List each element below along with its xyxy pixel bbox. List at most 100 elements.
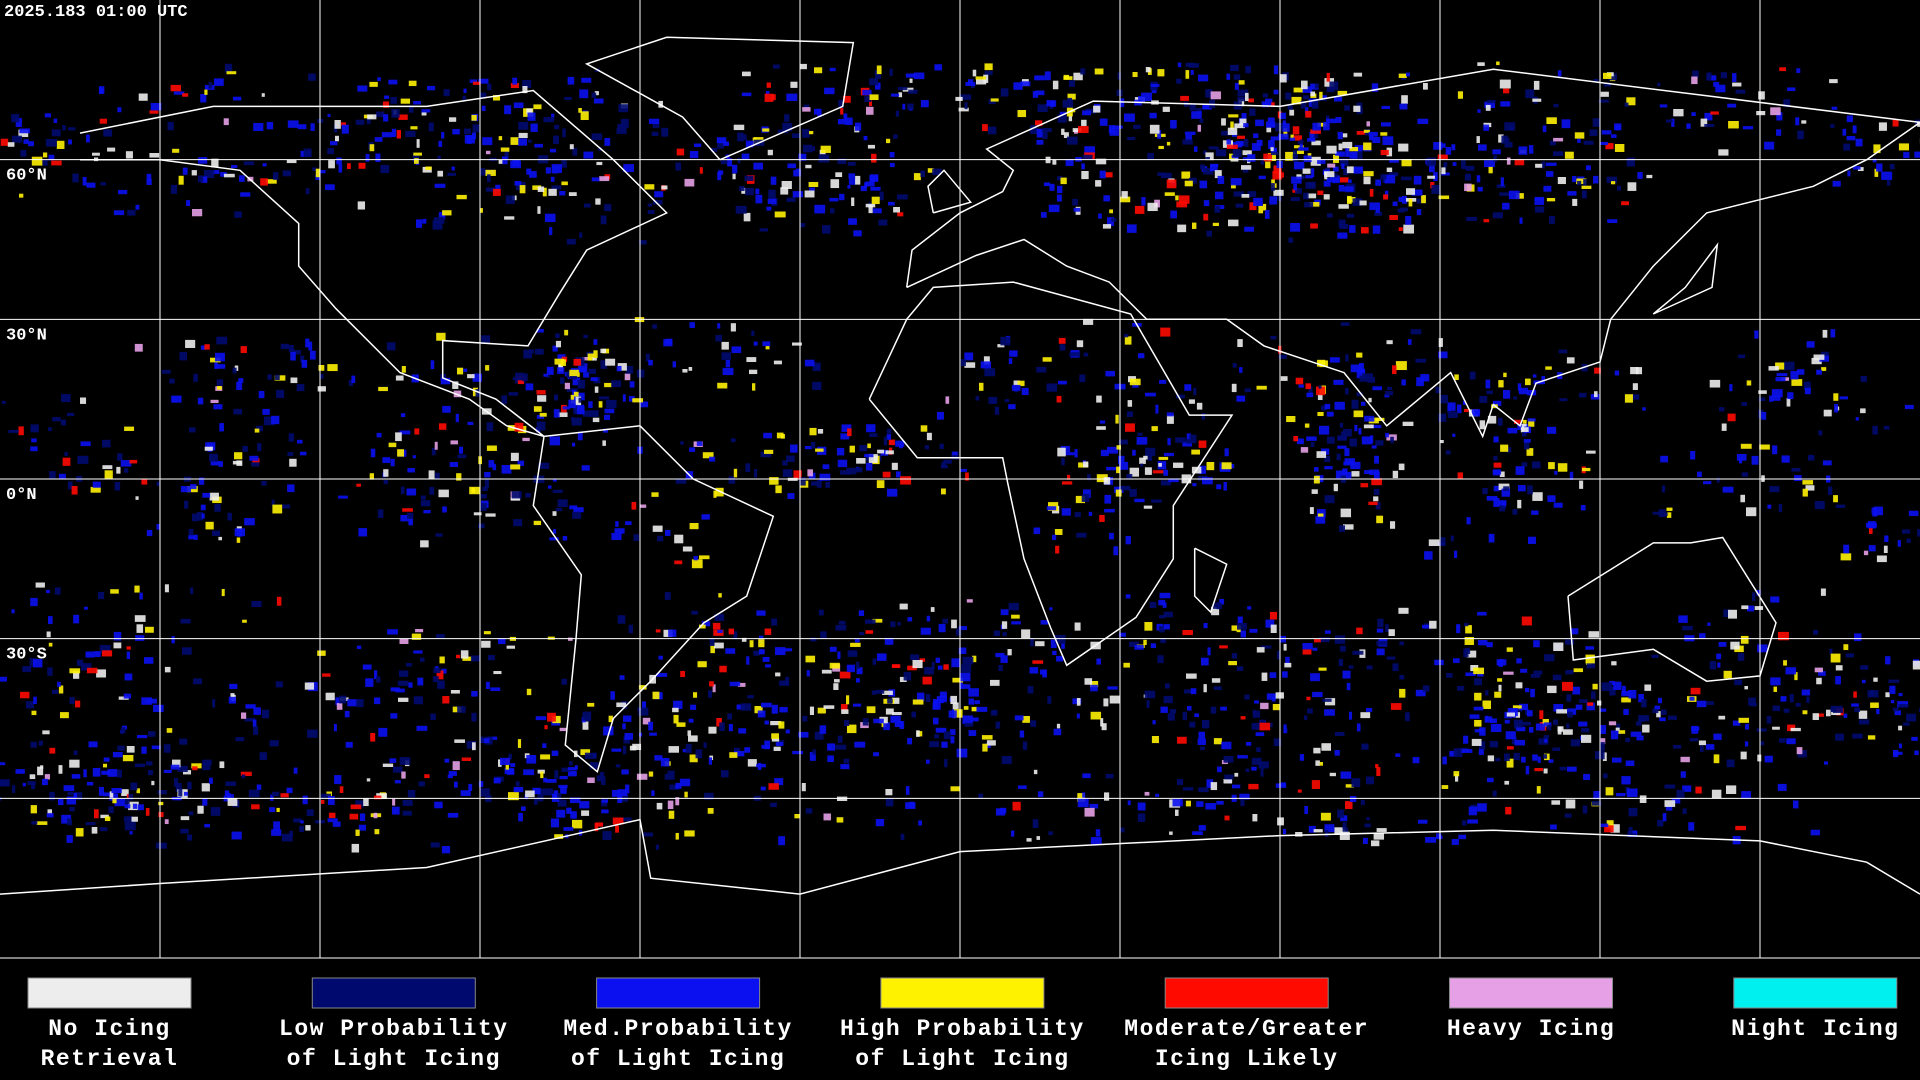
- icing-pixel: [1157, 172, 1166, 176]
- icing-pixel: [898, 92, 903, 98]
- icing-pixel: [1076, 532, 1087, 538]
- icing-pixel: [1320, 812, 1331, 821]
- icing-pixel: [546, 366, 554, 375]
- icing-pixel: [1072, 128, 1082, 133]
- icing-pixel: [563, 827, 574, 831]
- icing-pixel: [926, 432, 932, 441]
- icing-pixel: [941, 462, 947, 469]
- icing-pixel: [1624, 102, 1629, 107]
- legend-label: No Icing: [48, 1016, 170, 1042]
- icing-pixel: [569, 369, 580, 377]
- icing-pixel: [1917, 529, 1920, 537]
- icing-pixel: [1160, 480, 1172, 486]
- icing-pixel: [1273, 89, 1279, 95]
- icing-pixel: [833, 683, 839, 691]
- icing-pixel: [1521, 462, 1528, 467]
- icing-pixel: [1709, 661, 1717, 670]
- icing-pixel: [699, 555, 710, 560]
- icing-pixel: [890, 93, 900, 97]
- icing-pixel: [1032, 819, 1039, 829]
- icing-pixel: [948, 710, 957, 718]
- icing-pixel: [1159, 379, 1167, 384]
- icing-pixel: [624, 733, 634, 740]
- icing-pixel: [1761, 412, 1767, 420]
- icing-pixel: [129, 459, 138, 464]
- icing-pixel: [765, 91, 770, 95]
- icing-pixel: [1141, 92, 1153, 101]
- icing-pixel: [557, 799, 567, 807]
- icing-pixel: [551, 750, 559, 756]
- icing-pixel: [1671, 797, 1681, 804]
- icing-pixel: [297, 124, 307, 130]
- icing-pixel: [48, 427, 52, 432]
- icing-pixel: [1159, 615, 1166, 619]
- icing-pixel: [221, 589, 225, 597]
- icing-pixel: [1082, 154, 1093, 160]
- icing-pixel: [1354, 145, 1365, 151]
- icing-pixel: [1553, 502, 1563, 508]
- icing-pixel: [1818, 671, 1826, 676]
- icing-pixel: [15, 118, 22, 127]
- icing-pixel: [64, 452, 68, 457]
- icing-pixel: [1453, 658, 1460, 663]
- icing-pixel: [49, 791, 55, 801]
- icing-pixel: [978, 793, 984, 798]
- icing-pixel: [1463, 735, 1469, 744]
- icing-pixel: [639, 240, 647, 245]
- icing-pixel: [1671, 118, 1675, 127]
- icing-pixel: [1260, 160, 1264, 165]
- icing-pixel: [1164, 192, 1175, 196]
- icing-pixel: [1361, 743, 1369, 750]
- icing-pixel: [804, 190, 815, 198]
- icing-pixel: [122, 755, 134, 762]
- icing-pixel: [1835, 504, 1846, 508]
- icing-pixel: [1310, 223, 1318, 229]
- icing-pixel: [1149, 124, 1160, 134]
- icing-pixel: [1036, 128, 1044, 138]
- icing-pixel: [880, 449, 888, 456]
- icing-pixel: [1116, 445, 1121, 450]
- icing-pixel: [1585, 646, 1595, 650]
- icing-pixel: [269, 807, 276, 813]
- icing-pixel: [149, 110, 159, 114]
- icing-pixel: [1898, 143, 1910, 151]
- icing-pixel: [252, 458, 260, 464]
- icing-pixel: [73, 750, 78, 756]
- icing-pixel: [1227, 127, 1238, 135]
- icing-pixel: [1137, 432, 1143, 437]
- icing-pixel: [1082, 792, 1086, 798]
- icing-pixel: [1253, 710, 1261, 718]
- icing-pixel: [397, 680, 409, 686]
- icing-pixel: [574, 765, 578, 770]
- icing-pixel: [891, 462, 898, 470]
- icing-pixel: [960, 359, 966, 367]
- icing-pixel: [1182, 441, 1192, 447]
- icing-pixel: [887, 488, 898, 497]
- icing-pixel: [1124, 113, 1135, 122]
- icing-pixel: [1387, 386, 1393, 391]
- icing-pixel: [1438, 351, 1448, 359]
- icing-pixel: [817, 429, 824, 434]
- icing-pixel: [1302, 649, 1312, 655]
- icing-pixel: [1291, 176, 1302, 184]
- icing-pixel: [1525, 687, 1530, 693]
- icing-pixel: [117, 745, 125, 751]
- icing-pixel: [1143, 505, 1153, 509]
- icing-pixel: [1072, 698, 1082, 705]
- icing-pixel: [1594, 391, 1598, 398]
- icing-pixel: [1498, 380, 1504, 388]
- icing-pixel: [1267, 117, 1275, 123]
- icing-pixel: [526, 108, 533, 115]
- icing-pixel: [1656, 711, 1661, 718]
- icing-pixel: [1744, 686, 1749, 690]
- icing-pixel: [1166, 141, 1171, 146]
- icing-pixel: [741, 153, 750, 160]
- icing-pixel: [1307, 708, 1313, 714]
- icing-pixel: [1591, 691, 1596, 700]
- icing-pixel: [790, 444, 798, 453]
- icing-pixel: [782, 122, 793, 132]
- icing-pixel: [1452, 433, 1456, 437]
- icing-pixel: [766, 82, 771, 88]
- icing-pixel: [31, 821, 38, 825]
- icing-pixel: [1735, 825, 1746, 831]
